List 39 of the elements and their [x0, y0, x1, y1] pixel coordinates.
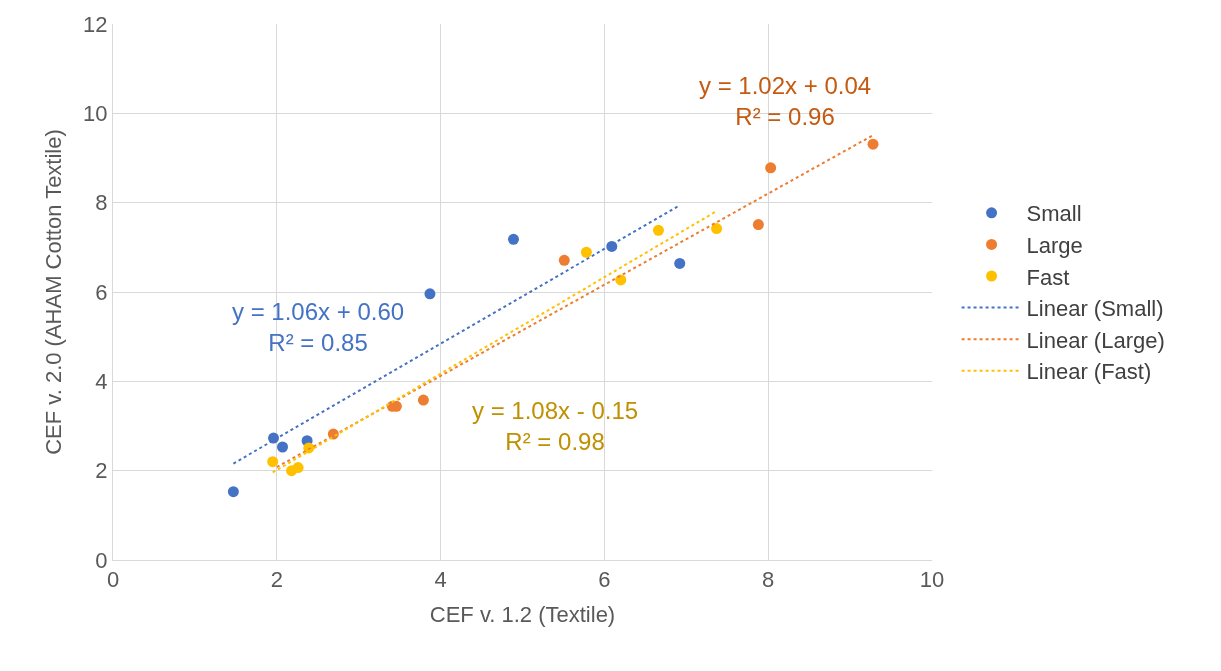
y-tick-label: 4	[95, 369, 108, 395]
point	[424, 288, 436, 300]
point	[267, 456, 279, 468]
legend-label: Linear (Fast)	[1026, 359, 1152, 385]
legend-label: Large	[1026, 232, 1083, 258]
point	[558, 254, 570, 266]
legend-label: Small	[1026, 201, 1082, 227]
x-tick-label: 4	[434, 567, 447, 593]
point	[227, 486, 239, 498]
point	[765, 162, 777, 174]
y-tick-label: 10	[83, 101, 108, 127]
y-tick-label: 2	[95, 458, 108, 484]
x-tick-label: 8	[762, 567, 775, 593]
y-axis-title: CEF v. 2.0 (AHAM Cotton Textile)	[40, 129, 66, 455]
point	[292, 462, 304, 474]
legend-label: Linear (Small)	[1026, 296, 1164, 322]
annotation: y = 1.08x - 0.15 R² = 0.98	[472, 397, 639, 456]
y-tick-label: 8	[95, 190, 108, 216]
x-tick-label: 2	[270, 567, 283, 593]
point	[652, 224, 664, 236]
point	[277, 441, 289, 453]
point	[674, 257, 686, 269]
point	[417, 394, 429, 406]
y-tick-label: 6	[95, 279, 108, 305]
point	[867, 138, 879, 150]
y-tick-label: 0	[95, 547, 108, 573]
point	[615, 274, 627, 286]
point	[752, 219, 764, 231]
x-tick-label: 10	[919, 567, 945, 593]
point	[580, 246, 592, 258]
annotation: y = 1.06x + 0.60 R² = 0.85	[232, 298, 405, 357]
legend-label: Fast	[1026, 264, 1070, 290]
legend-label: Linear (Large)	[1026, 327, 1165, 353]
y-tick-label: 12	[83, 11, 108, 37]
point	[507, 233, 519, 245]
x-axis-title: CEF v. 1.2 (Textile)	[429, 602, 616, 628]
point	[711, 223, 723, 235]
annotation: y = 1.02x + 0.04 R² = 0.96	[699, 72, 872, 131]
x-tick-label: 6	[598, 567, 611, 593]
